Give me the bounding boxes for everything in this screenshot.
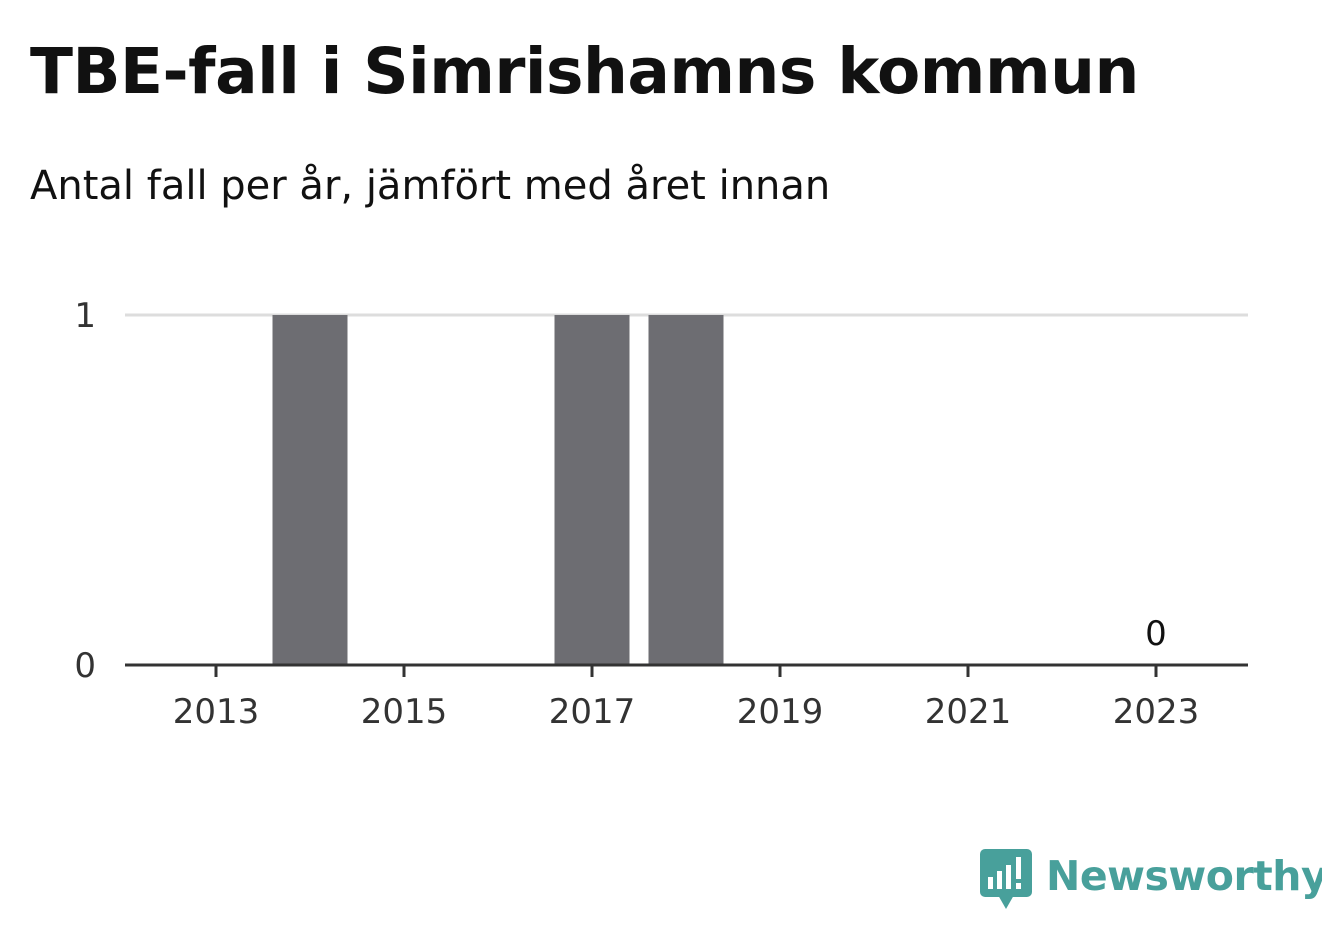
data-label: 0 (1145, 614, 1167, 654)
brand-name: Newsworthy (1046, 852, 1322, 900)
bar-chart: 0 1 2013 2015 2017 2019 2021 2023 0 (74, 296, 1248, 732)
y-tick-label: 1 (74, 296, 96, 336)
bar (272, 315, 348, 665)
x-tick-label: 2021 (925, 692, 1012, 732)
bar (554, 315, 630, 665)
brand-logo: Newsworthy (980, 848, 1322, 912)
x-tick-label: 2013 (173, 692, 260, 732)
chart-title: TBE-fall i Simrishamns kommun (30, 35, 1139, 108)
x-tick-label: 2015 (361, 692, 448, 732)
x-tick-label: 2017 (549, 692, 636, 732)
newsworthy-logo-icon (980, 849, 1032, 909)
x-tick-label: 2023 (1113, 692, 1200, 732)
x-tick-label: 2019 (737, 692, 824, 732)
bar (648, 315, 724, 665)
chart-subtitle: Antal fall per år, jämfört med året inna… (30, 163, 831, 209)
y-tick-label: 0 (74, 646, 96, 686)
